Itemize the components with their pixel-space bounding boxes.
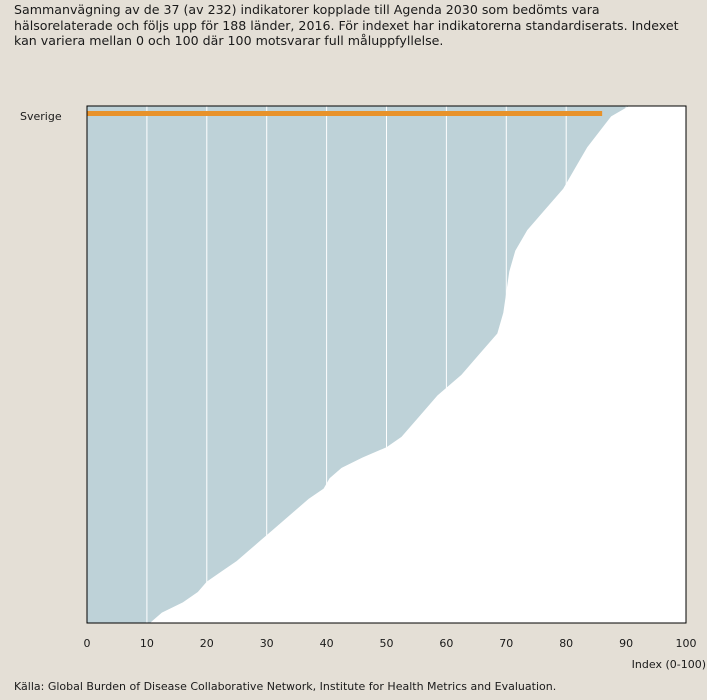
country-index-chart: 0 10 20 30 40 50 60 70 80 90 100 Sverige Index (0-… bbox=[20, 105, 706, 671]
source-note: Källa: Global Burden of Disease Collabor… bbox=[14, 680, 557, 693]
x-tick-label: 10 bbox=[140, 637, 154, 650]
x-tick-layer: 0 10 20 30 40 50 60 70 80 90 100 bbox=[84, 637, 697, 650]
x-tick-label: 80 bbox=[559, 637, 573, 650]
x-tick-label: 30 bbox=[260, 637, 274, 650]
x-tick-label: 40 bbox=[320, 637, 334, 650]
chart-subtitle: Sammanvägning av de 37 (av 232) indikato… bbox=[14, 2, 679, 49]
highlight-country-label: Sverige bbox=[20, 110, 62, 123]
x-tick-label: 50 bbox=[380, 637, 394, 650]
x-tick-label: 60 bbox=[439, 637, 453, 650]
highlight-layer bbox=[87, 111, 603, 116]
index-area bbox=[87, 106, 630, 623]
x-tick-label: 20 bbox=[200, 637, 214, 650]
x-tick-label: 70 bbox=[499, 637, 513, 650]
x-tick-label: 0 bbox=[84, 637, 91, 650]
area-layer bbox=[87, 106, 630, 623]
plot-frame bbox=[86, 105, 687, 624]
x-tick-label: 100 bbox=[676, 637, 697, 650]
grid-layer bbox=[146, 106, 627, 623]
x-axis-label: Index (0-100) bbox=[632, 658, 706, 671]
x-tick-label: 90 bbox=[619, 637, 633, 650]
highlight-bar bbox=[87, 111, 603, 116]
